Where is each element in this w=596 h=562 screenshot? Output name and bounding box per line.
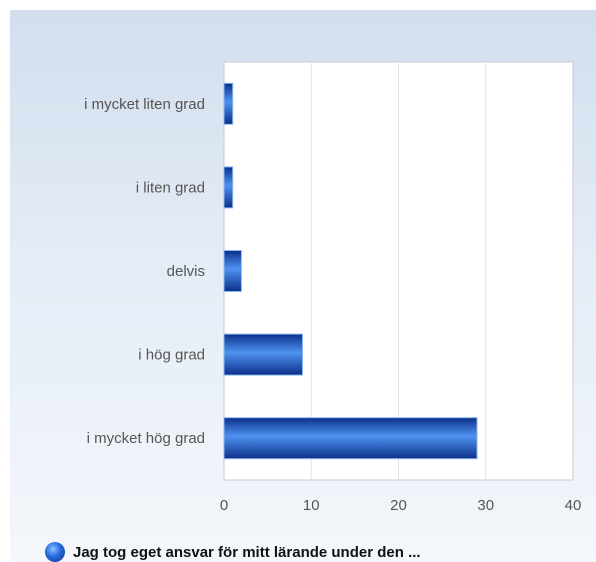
bars — [223, 82, 478, 460]
x-tick-label: 40 — [565, 497, 582, 514]
bar — [223, 250, 242, 292]
category-label: i liten grad — [136, 179, 205, 196]
bar — [223, 82, 234, 125]
x-axis-ticks: 0 10 20 30 40 — [220, 497, 582, 514]
x-tick-label: 30 — [477, 497, 494, 514]
category-label: i mycket hög grad — [87, 430, 205, 447]
x-tick-label: 10 — [303, 497, 320, 514]
legend-label: Jag tog eget ansvar för mitt lärande und… — [73, 543, 421, 561]
bar — [223, 417, 478, 460]
category-labels: i mycket liten grad i liten grad delvis i h… — [84, 96, 205, 447]
category-label: i mycket liten grad — [84, 96, 205, 113]
x-tick-label: 0 — [220, 497, 228, 514]
legend: Jag tog eget ansvar för mitt lärande und… — [45, 542, 421, 562]
bar — [223, 333, 304, 376]
grid-lines — [310, 62, 487, 480]
bar — [223, 166, 234, 209]
category-label: delvis — [167, 263, 205, 280]
legend-marker-icon — [45, 542, 65, 562]
category-label: i hög grad — [138, 347, 205, 364]
x-tick-label: 20 — [390, 497, 407, 514]
